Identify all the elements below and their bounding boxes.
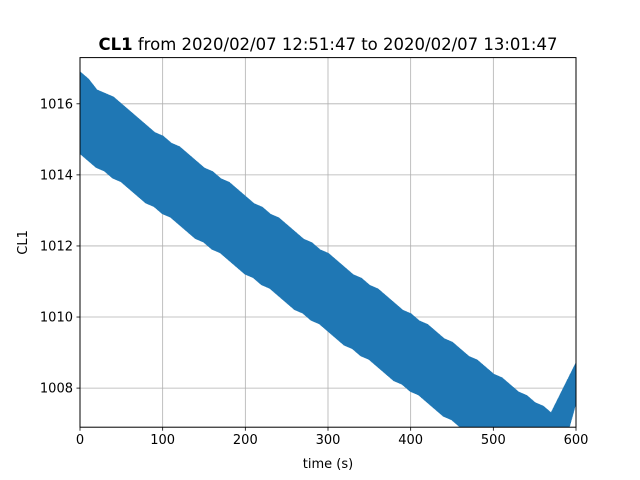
series-line: [80, 71, 576, 428]
data-layer: [80, 71, 576, 428]
y-tick-label: 1014: [40, 168, 73, 183]
x-tick-label: 600: [564, 433, 589, 448]
y-axis-ticks: 1008 1010 1012 1014 1016: [40, 97, 80, 397]
x-tick-label: 300: [316, 433, 341, 448]
x-axis-ticks: 0 100 200 300 400 500 600: [76, 427, 589, 448]
y-tick-label: 1012: [40, 239, 73, 254]
x-tick-label: 100: [150, 433, 175, 448]
x-tick-label: 500: [481, 433, 506, 448]
x-axis-label: time (s): [303, 457, 353, 472]
chart-title-bold: CL1: [99, 35, 133, 54]
x-tick-label: 400: [398, 433, 423, 448]
y-tick-label: 1010: [40, 311, 73, 326]
x-tick-label: 200: [233, 433, 258, 448]
y-tick-label: 1016: [40, 97, 73, 112]
chart-title: CL1 from 2020/02/07 12:51:47 to 2020/02/…: [99, 35, 558, 54]
y-tick-label: 1008: [40, 382, 73, 397]
chart-title-rest: from 2020/02/07 12:51:47 to 2020/02/07 1…: [133, 35, 558, 54]
y-axis-label: CL1: [16, 230, 31, 255]
x-tick-label: 0: [76, 433, 84, 448]
